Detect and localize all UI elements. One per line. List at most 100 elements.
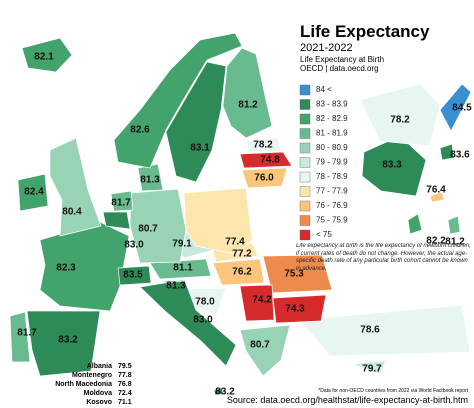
other-country: Kosovo (86, 399, 112, 406)
country (102, 211, 131, 230)
country-value: 78.6 (360, 325, 380, 336)
country (212, 258, 265, 286)
country-value: 83.2 (215, 387, 235, 398)
country-value: 77.2 (232, 249, 252, 260)
country-value: 79.1 (172, 239, 192, 250)
title: Life Expectancy (300, 22, 430, 41)
other-value: 77.8 (118, 372, 132, 379)
country-value: 81.1 (173, 263, 193, 274)
legend-label: 79 - 79.9 (316, 158, 348, 167)
country (26, 310, 101, 377)
country-value: 82.4 (24, 187, 44, 198)
legend-swatch (299, 142, 311, 154)
country (9, 311, 31, 363)
legend-label: 84 < (316, 85, 332, 94)
country (359, 83, 441, 147)
country (429, 191, 445, 203)
other-country: Montenegro (72, 372, 112, 379)
country-value: 83.2 (58, 335, 78, 346)
legend-label: 77 - 77.9 (316, 187, 348, 196)
legend-label: 78 - 78.9 (316, 172, 348, 181)
note-box: Life expectancy at birth is the life exp… (296, 243, 471, 272)
source: Source: data.oecd.org/healthstat/life-ex… (227, 395, 468, 405)
legend-swatch (299, 229, 311, 241)
footnote: *Data for non-OECD countries from 2022 v… (318, 388, 468, 394)
legend-swatch (299, 186, 311, 197)
other-country: Albania (87, 363, 112, 370)
country-value: 82.6 (130, 125, 150, 136)
legend-label: 83 - 83.9 (316, 100, 348, 109)
country-value: 79.7 (362, 364, 382, 375)
other-value: 79.5 (118, 363, 132, 370)
country-value: 81.2 (238, 100, 258, 111)
country-value: 78.2 (390, 115, 410, 126)
country-value: 80.7 (138, 224, 158, 235)
other-value: 76.8 (118, 381, 132, 388)
years: 2021-2022 (300, 42, 353, 54)
other-country: North Macedonia (55, 381, 112, 388)
country (241, 167, 288, 189)
legend-swatch (299, 200, 311, 212)
country (165, 61, 227, 183)
country-value: 76.0 (254, 173, 274, 184)
country-value: 83.0 (124, 240, 144, 251)
legend-swatch (299, 99, 311, 110)
country (39, 221, 130, 312)
country (299, 304, 471, 357)
country (139, 280, 237, 367)
country (447, 215, 461, 235)
country-value: 83.0 (193, 315, 213, 326)
country (407, 213, 423, 235)
country-value: 84.5 (452, 103, 472, 114)
country-value: 77.4 (225, 237, 245, 248)
country (239, 284, 275, 322)
country (117, 265, 152, 286)
country-value: 75.3 (284, 269, 304, 280)
country-value: 81.3 (166, 281, 186, 292)
legend-label: 80 - 80.9 (316, 143, 348, 152)
legend-swatch (299, 84, 311, 96)
country (113, 32, 243, 169)
country (49, 137, 102, 237)
country-value: 82.1 (34, 52, 54, 63)
legend-label: 76 - 76.9 (316, 201, 348, 210)
country (21, 37, 73, 73)
country-value: 83.6 (450, 150, 470, 161)
country-value: 74.2 (252, 295, 272, 306)
country-value: 82.3 (56, 263, 76, 274)
country (272, 294, 327, 324)
country (239, 324, 291, 377)
country-value: 78.2 (253, 140, 273, 151)
country-value: 80.7 (250, 340, 270, 351)
country (110, 190, 134, 212)
source-line: OECD | data.oecd.org (300, 64, 379, 73)
other-value: 71.1 (118, 399, 132, 406)
country-value: 74.8 (260, 155, 280, 166)
country (351, 360, 387, 375)
country-value: 82.2 (426, 236, 446, 247)
country-value: 83.5 (123, 270, 143, 281)
country-value: 78.0 (195, 297, 215, 308)
legend-label: 82 - 82.9 (316, 114, 348, 123)
legend-swatch (299, 157, 311, 168)
country (439, 83, 472, 132)
country (262, 254, 333, 294)
legend-swatch (299, 171, 311, 183)
country-value: 83.1 (190, 143, 210, 154)
legend-label: < 75 (316, 230, 332, 239)
country-value: 76.2 (232, 267, 252, 278)
country (129, 188, 187, 264)
country (245, 137, 282, 153)
country-value: 83.3 (382, 160, 402, 171)
subtitle: Life Expectancy at Birth (300, 55, 384, 64)
note: Life expectancy at birth is the life exp… (296, 243, 471, 272)
country-value: 81.3 (140, 175, 160, 186)
country (17, 173, 49, 212)
legend-swatch (299, 128, 311, 139)
legend-label: 81 - 81.9 (316, 129, 348, 138)
other-country: Moldova (84, 390, 112, 397)
country (222, 47, 273, 139)
country-value: 80.4 (62, 207, 82, 218)
country-value: 81.7 (111, 198, 131, 209)
other-value: 72.4 (118, 390, 132, 397)
